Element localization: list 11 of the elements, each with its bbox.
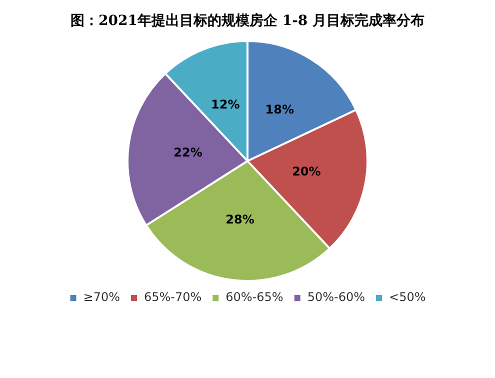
data-label: 28% <box>226 212 254 227</box>
legend-label: 50%-60% <box>307 290 366 304</box>
legend-label: ≥70% <box>83 290 120 304</box>
chart-title: 图：2021年提出目标的规模房企 1-8 月目标完成率分布 <box>69 12 426 31</box>
data-label: 22% <box>174 146 202 160</box>
data-label: 18% <box>265 102 294 116</box>
data-label: 12% <box>211 97 240 112</box>
legend-label: <50% <box>389 290 426 304</box>
legend-label: 60%-65% <box>226 290 284 304</box>
legend-label: 65%-70% <box>144 290 202 304</box>
data-label: 20% <box>292 164 321 178</box>
